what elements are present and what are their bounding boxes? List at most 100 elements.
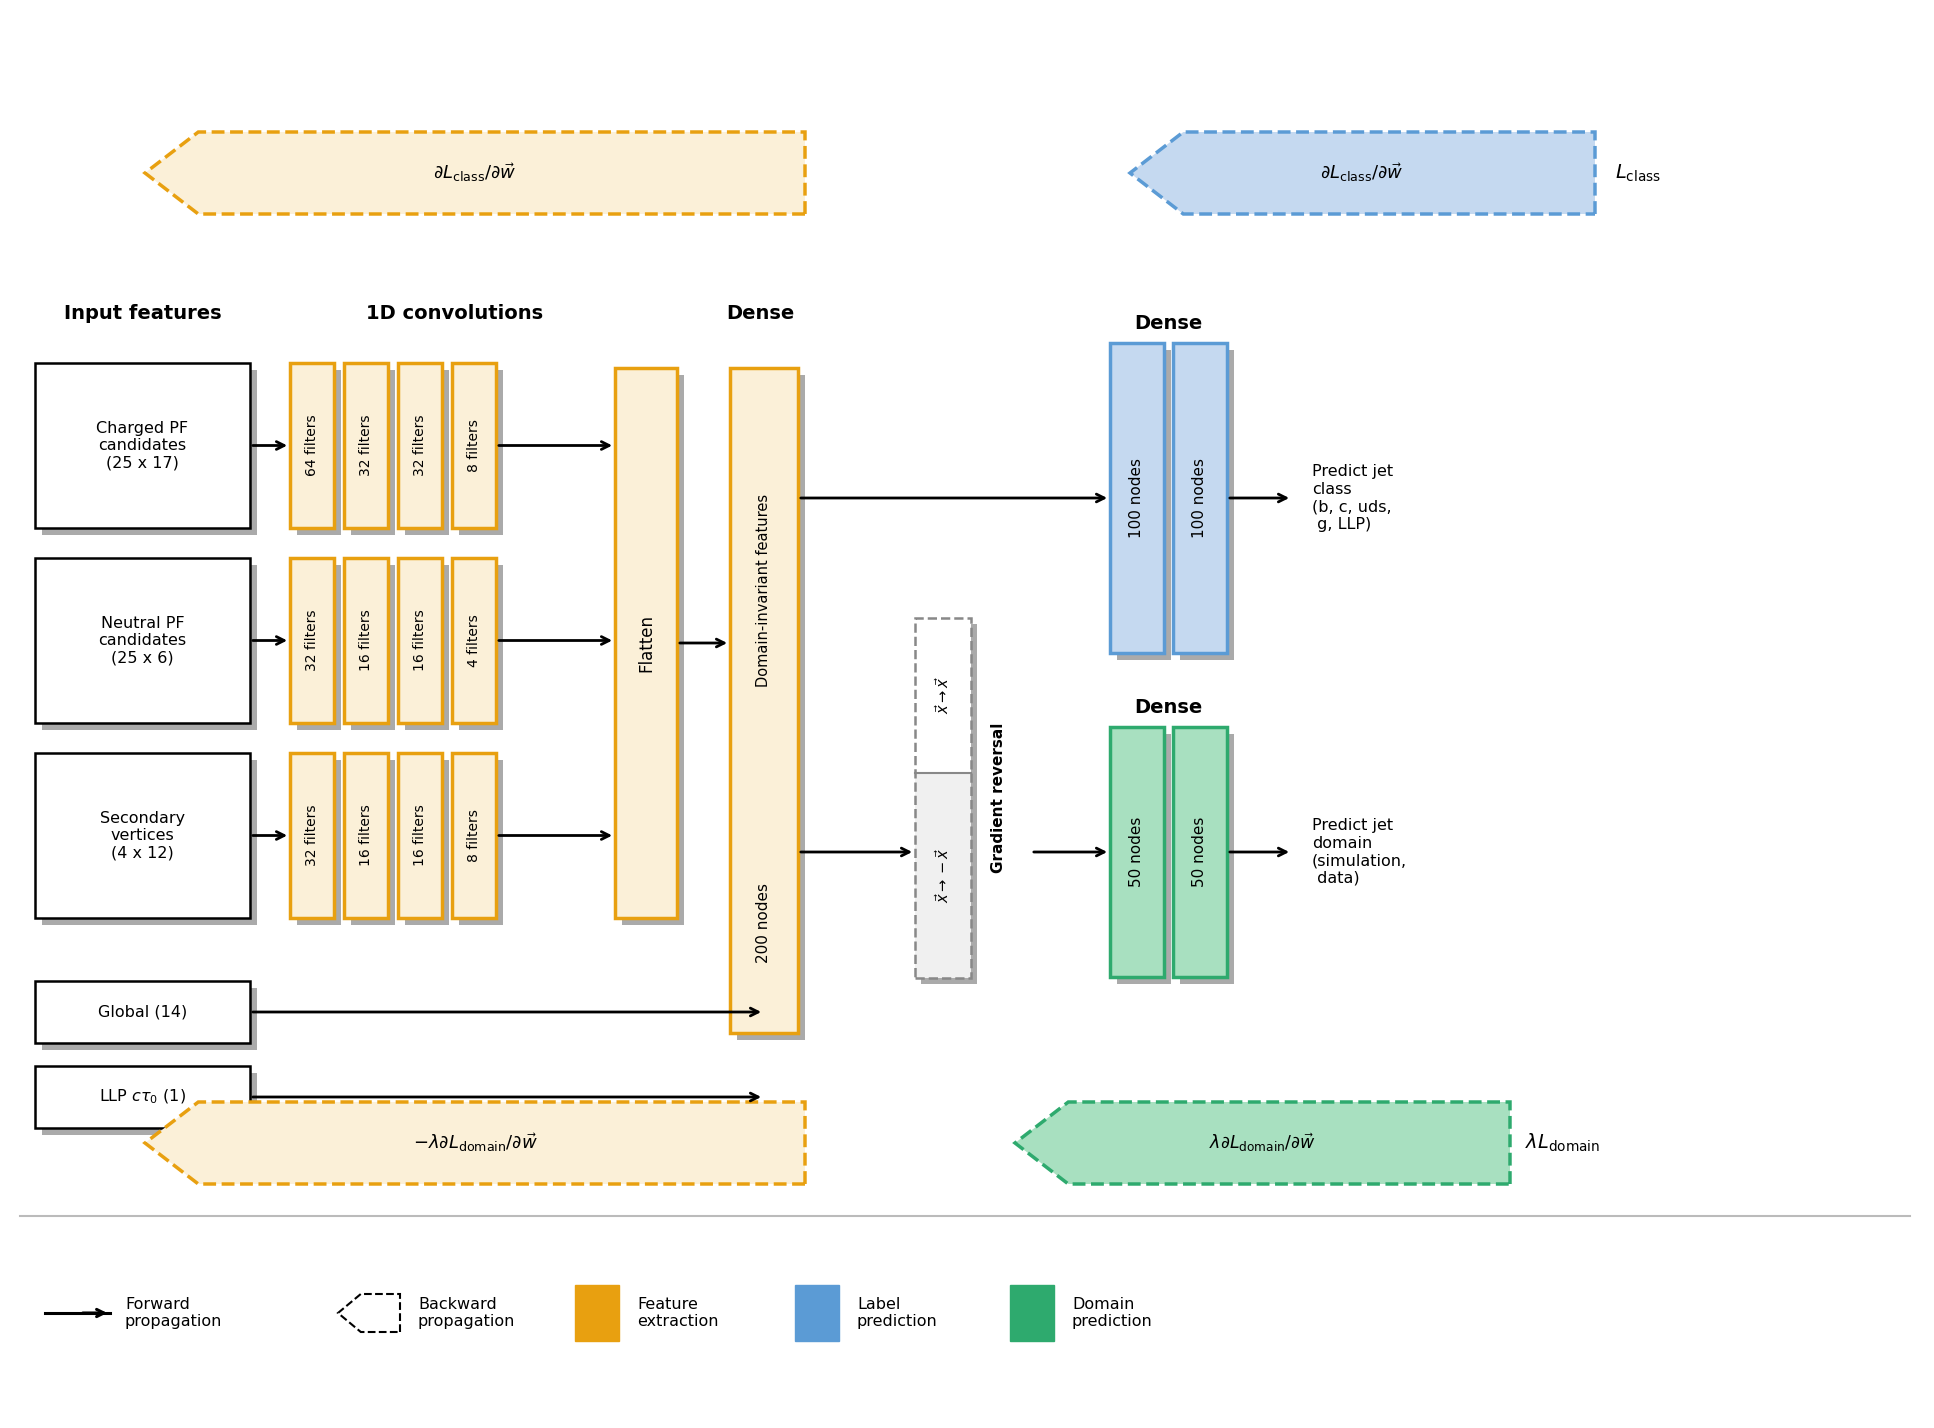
Text: 1D convolutions: 1D convolutions — [366, 304, 543, 323]
Text: 8 filters: 8 filters — [466, 418, 482, 471]
Polygon shape — [1174, 727, 1226, 977]
Polygon shape — [458, 565, 503, 730]
Text: $\partial L_{\rm class}/\partial \vec{w}$: $\partial L_{\rm class}/\partial \vec{w}… — [1321, 161, 1404, 184]
Polygon shape — [453, 753, 495, 918]
Polygon shape — [453, 363, 495, 528]
Text: Neutral PF
candidates
(25 x 6): Neutral PF candidates (25 x 6) — [99, 615, 186, 665]
Polygon shape — [350, 370, 395, 536]
Text: 16 filters: 16 filters — [414, 804, 427, 867]
Polygon shape — [398, 753, 443, 918]
Polygon shape — [298, 760, 340, 925]
Polygon shape — [1174, 343, 1226, 653]
Text: $-\lambda\partial L_{\rm domain}/\partial \vec{w}$: $-\lambda\partial L_{\rm domain}/\partia… — [412, 1131, 538, 1154]
Text: $\lambda\partial L_{\rm domain}/\partial \vec{w}$: $\lambda\partial L_{\rm domain}/\partial… — [1209, 1132, 1315, 1154]
Polygon shape — [43, 370, 257, 536]
Polygon shape — [398, 363, 443, 528]
Text: Predict jet
class
(b, c, uds,
 g, LLP): Predict jet class (b, c, uds, g, LLP) — [1311, 464, 1392, 531]
Polygon shape — [1110, 343, 1164, 653]
Text: 50 nodes: 50 nodes — [1129, 817, 1145, 887]
Polygon shape — [574, 1285, 619, 1341]
Polygon shape — [458, 760, 503, 925]
Text: 32 filters: 32 filters — [306, 610, 319, 671]
Polygon shape — [729, 368, 799, 1032]
Polygon shape — [1118, 350, 1170, 660]
Text: $\vec{x}\rightarrow\vec{x}$: $\vec{x}\rightarrow\vec{x}$ — [934, 677, 952, 714]
Polygon shape — [145, 131, 805, 214]
Text: 16 filters: 16 filters — [360, 804, 373, 867]
Polygon shape — [145, 1102, 805, 1184]
Polygon shape — [35, 1065, 249, 1128]
Polygon shape — [1129, 131, 1596, 214]
Text: Global (14): Global (14) — [99, 1004, 188, 1020]
Text: Secondary
vertices
(4 x 12): Secondary vertices (4 x 12) — [101, 811, 186, 861]
Text: Label
prediction: Label prediction — [857, 1297, 938, 1329]
Polygon shape — [458, 370, 503, 536]
Polygon shape — [35, 558, 249, 723]
Text: 8 filters: 8 filters — [466, 810, 482, 863]
Text: Gradient reversal: Gradient reversal — [992, 723, 1006, 873]
Polygon shape — [43, 760, 257, 925]
Text: $\lambda L_{\rm domain}$: $\lambda L_{\rm domain}$ — [1526, 1132, 1599, 1154]
Polygon shape — [398, 558, 443, 723]
Polygon shape — [290, 558, 335, 723]
Polygon shape — [350, 565, 395, 730]
Text: 32 filters: 32 filters — [306, 805, 319, 867]
Polygon shape — [1010, 1285, 1054, 1341]
Text: 16 filters: 16 filters — [414, 610, 427, 671]
Polygon shape — [404, 370, 449, 536]
Text: 16 filters: 16 filters — [360, 610, 373, 671]
Polygon shape — [338, 1294, 400, 1332]
Text: 32 filters: 32 filters — [414, 414, 427, 477]
Polygon shape — [43, 1072, 257, 1135]
Text: Dense: Dense — [1135, 697, 1203, 717]
Text: Forward
propagation: Forward propagation — [126, 1297, 222, 1329]
Text: Input features: Input features — [64, 304, 220, 323]
Polygon shape — [1118, 734, 1170, 984]
Text: $\vec{x}\rightarrow-\vec{x}$: $\vec{x}\rightarrow-\vec{x}$ — [934, 848, 952, 904]
Polygon shape — [350, 760, 395, 925]
Polygon shape — [737, 376, 805, 1040]
Text: LLP $c\tau_0$ (1): LLP $c\tau_0$ (1) — [99, 1088, 186, 1107]
Polygon shape — [453, 558, 495, 723]
Text: Domain-invariant features: Domain-invariant features — [756, 494, 772, 687]
Polygon shape — [43, 565, 257, 730]
Polygon shape — [1180, 350, 1234, 660]
Polygon shape — [915, 773, 971, 978]
Polygon shape — [290, 363, 335, 528]
Text: $\partial L_{\rm class}/\partial \vec{w}$: $\partial L_{\rm class}/\partial \vec{w}… — [433, 161, 516, 184]
Polygon shape — [1015, 1102, 1510, 1184]
Text: Backward
propagation: Backward propagation — [418, 1297, 514, 1329]
Text: 50 nodes: 50 nodes — [1193, 817, 1207, 887]
Polygon shape — [1110, 727, 1164, 977]
Text: Domain
prediction: Domain prediction — [1071, 1297, 1153, 1329]
Text: Feature
extraction: Feature extraction — [636, 1297, 719, 1329]
Polygon shape — [623, 376, 685, 925]
Polygon shape — [795, 1285, 839, 1341]
Polygon shape — [290, 753, 335, 918]
Polygon shape — [404, 760, 449, 925]
Polygon shape — [298, 370, 340, 536]
Text: Dense: Dense — [725, 304, 795, 323]
Text: 100 nodes: 100 nodes — [1129, 458, 1145, 538]
Text: Charged PF
candidates
(25 x 17): Charged PF candidates (25 x 17) — [97, 421, 188, 470]
Polygon shape — [344, 363, 389, 528]
Text: 100 nodes: 100 nodes — [1193, 458, 1207, 538]
Polygon shape — [404, 565, 449, 730]
Text: $L_{\rm class}$: $L_{\rm class}$ — [1615, 163, 1661, 184]
Text: Predict jet
domain
(simulation,
 data): Predict jet domain (simulation, data) — [1311, 818, 1408, 885]
Polygon shape — [615, 368, 677, 918]
Text: 32 filters: 32 filters — [360, 414, 373, 477]
Polygon shape — [35, 363, 249, 528]
Polygon shape — [915, 618, 971, 773]
Polygon shape — [298, 565, 340, 730]
Polygon shape — [1180, 734, 1234, 984]
Text: 4 filters: 4 filters — [466, 614, 482, 667]
Text: 64 filters: 64 filters — [306, 414, 319, 477]
Polygon shape — [43, 988, 257, 1050]
Text: 200 nodes: 200 nodes — [756, 884, 772, 964]
Text: Flatten: Flatten — [636, 614, 656, 673]
Text: Dense: Dense — [1135, 314, 1203, 333]
Polygon shape — [35, 981, 249, 1042]
Polygon shape — [344, 558, 389, 723]
Polygon shape — [35, 753, 249, 918]
